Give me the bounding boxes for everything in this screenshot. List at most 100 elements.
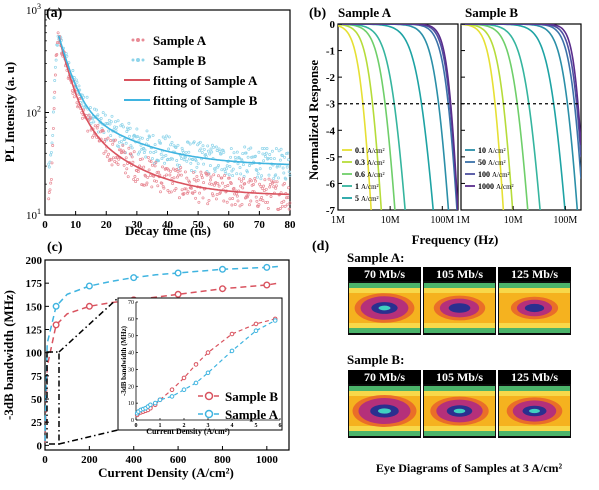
legend-b-label-50: 50 A/cm² xyxy=(478,158,506,167)
data-point-sample-a xyxy=(103,137,107,141)
data-point-sample-a xyxy=(179,173,183,177)
data-point-sample-b xyxy=(53,65,57,69)
inset-point-sample-a xyxy=(181,387,187,393)
data-point-sample-b xyxy=(184,150,188,154)
data-point-sample-a xyxy=(239,184,243,188)
data-point-sample-b xyxy=(198,140,202,144)
data-point-sample-b xyxy=(237,156,241,160)
data-point-sample-a xyxy=(159,190,162,194)
inset-x-tick-label-0: 0 xyxy=(135,423,138,429)
inset-y-tick-label-0: 0 xyxy=(131,418,134,424)
data-point-sample-b xyxy=(249,146,253,150)
panel-c-legend: Sample B Sample A xyxy=(198,389,279,422)
response-curve-5-A-cm- xyxy=(338,24,435,210)
data-point-sample-a xyxy=(237,177,241,181)
data-point-sample-b xyxy=(235,150,239,154)
panel-c-tag: (c) xyxy=(47,240,63,255)
data-point-sample-b xyxy=(51,133,55,137)
data-point-sample-a xyxy=(235,194,239,198)
data-point-sample-b xyxy=(53,79,57,82)
data-point-sample-a xyxy=(253,177,257,180)
data-point-sample-b xyxy=(128,126,132,130)
inset-y-tick-label-50: 50 xyxy=(128,334,134,340)
data-point-sample-b xyxy=(244,151,248,155)
eye-inner xyxy=(524,303,545,313)
data-point-sample-b xyxy=(151,133,155,137)
data-point-sample-a xyxy=(171,167,175,171)
legend-b-label-1000: 1000 A/cm² xyxy=(478,182,514,191)
data-point-sample-a xyxy=(222,199,226,203)
data-point-sample-a xyxy=(287,207,291,211)
data-point-sample-a xyxy=(117,157,121,161)
eye-top-band xyxy=(424,288,495,293)
data-point-sample-a xyxy=(240,202,244,206)
data-point-sample-a xyxy=(183,170,187,174)
response-curve-1000-A-cm- xyxy=(461,24,581,145)
data-point-sample-a xyxy=(231,197,235,200)
data-point-sample-a xyxy=(268,185,272,189)
data-point-sample-b xyxy=(145,129,149,133)
inset-point-sample-a xyxy=(272,318,278,323)
data-point-sample-b xyxy=(206,149,210,153)
data-point-sample-b xyxy=(80,93,84,97)
data-point-sample-a xyxy=(211,194,215,198)
data-point-sample-b xyxy=(236,162,240,166)
data-point-sample-a xyxy=(214,197,218,201)
response-curve-5 xyxy=(461,24,566,210)
data-point-sample-a xyxy=(227,176,231,180)
inset-x-tick-label-4: 4 xyxy=(231,423,234,429)
data-point-sample-a xyxy=(169,190,173,194)
legend-b-label-0.6: 0.6 A/cm² xyxy=(355,170,385,179)
bandwidth-point-sample-b xyxy=(52,321,60,329)
data-point-sample-b xyxy=(170,140,174,144)
data-point-sample-a xyxy=(269,195,273,198)
data-point-sample-a xyxy=(53,90,57,94)
data-point-sample-b xyxy=(125,130,129,133)
x-tick-label-50: 50 xyxy=(193,219,205,231)
x-tick-label-10: 10 xyxy=(70,219,82,231)
data-point-sample-a xyxy=(167,168,171,172)
data-point-sample-a xyxy=(153,164,157,168)
inset-y-tick-label-20: 20 xyxy=(128,384,134,390)
data-point-sample-a xyxy=(47,191,51,194)
bandwidth-point-sample-b xyxy=(85,302,93,310)
data-point-sample-b xyxy=(82,95,86,99)
panel-d-title-b: Sample B: xyxy=(347,352,404,367)
data-point-sample-b xyxy=(101,111,105,115)
y-tick-label-1000: 103 xyxy=(26,2,41,17)
data-point-sample-b xyxy=(276,176,280,180)
data-point-sample-a xyxy=(125,167,129,171)
data-point-sample-b xyxy=(232,151,236,155)
data-point-sample-b xyxy=(234,157,238,161)
eye-bottom-band xyxy=(424,426,495,431)
data-point-sample-a xyxy=(260,196,264,199)
panel-c-ylabel: -3dB bandwidth (MHz) xyxy=(1,290,16,420)
data-point-sample-b xyxy=(109,134,113,138)
y-tick-label--2: -2 xyxy=(326,72,336,84)
data-point-sample-a xyxy=(248,203,251,207)
y-tick-label-10: 101 xyxy=(26,207,41,222)
data-point-sample-a xyxy=(51,126,55,130)
data-point-sample-a xyxy=(278,207,282,210)
inset-point-sample-a xyxy=(253,328,259,334)
data-point-sample-b xyxy=(92,120,96,124)
data-point-sample-b xyxy=(64,52,68,56)
eye-top-trace xyxy=(349,386,420,391)
inset-point-sample-a xyxy=(229,348,235,354)
data-point-sample-b xyxy=(160,157,164,161)
data-point-sample-a xyxy=(105,155,109,159)
data-point-sample-a xyxy=(285,203,289,207)
inset-point-sample-b xyxy=(181,375,187,381)
data-point-sample-a xyxy=(219,190,222,194)
panel-b: (b) Sample A Sample B 1M 10M 100M 0 -1 -2 -3 -4… xyxy=(306,5,582,247)
bandwidth-point-sample-a xyxy=(218,265,226,273)
y-tick-label--7: -7 xyxy=(326,205,336,217)
data-point-sample-a xyxy=(193,190,197,194)
panel-b-title-b: Sample B xyxy=(465,5,518,20)
panel-a-marks xyxy=(47,31,292,212)
data-point-sample-b xyxy=(113,120,117,124)
data-point-sample-a xyxy=(141,183,145,187)
y-tick-label-75: 75 xyxy=(31,371,43,383)
data-point-sample-a xyxy=(274,186,278,190)
